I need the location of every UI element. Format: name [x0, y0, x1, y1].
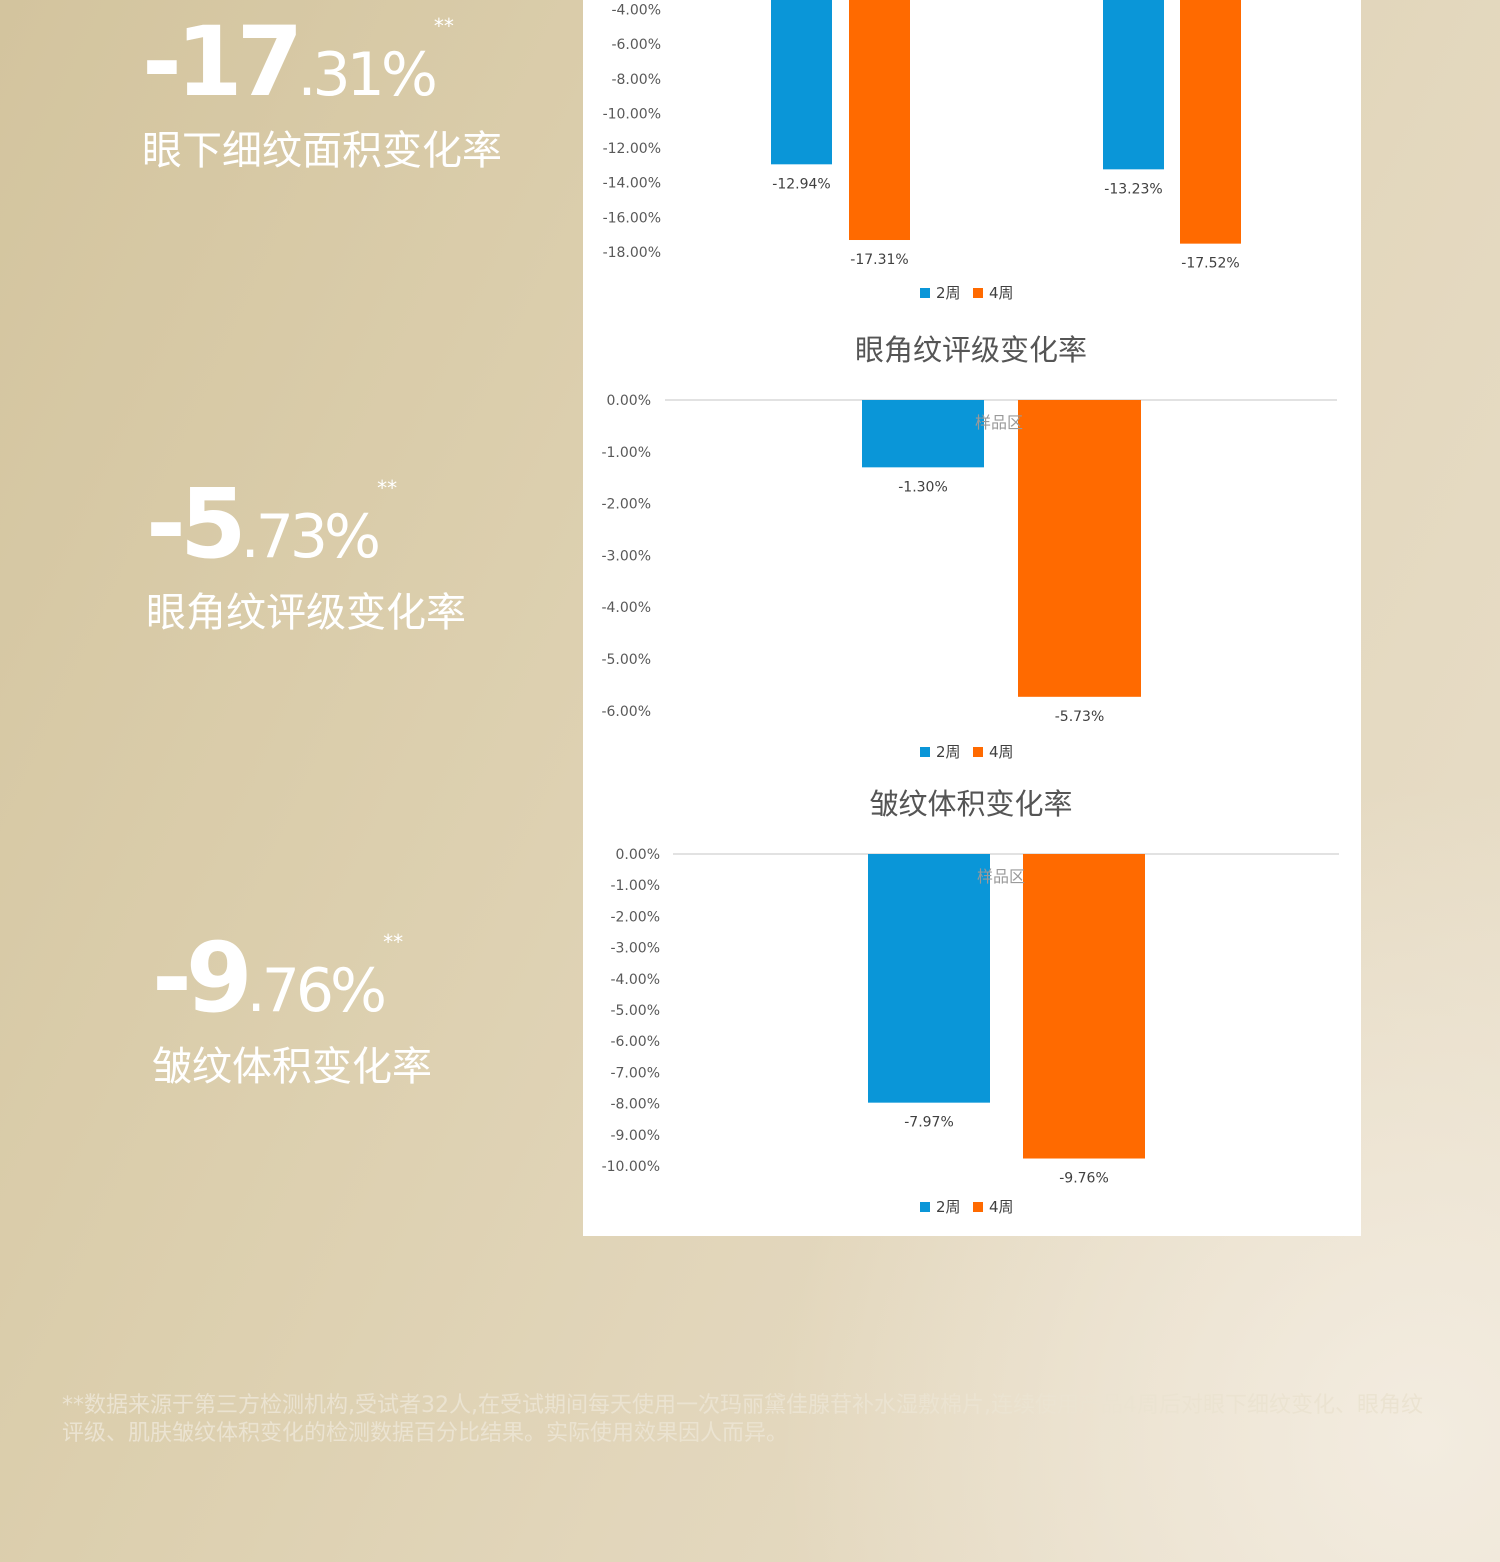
y-tick-label: -4.00%: [601, 600, 651, 616]
y-tick-label: 0.00%: [607, 393, 651, 409]
bar-week2: [862, 400, 984, 468]
y-tick-label: -2.00%: [601, 497, 651, 513]
stat-value: -5.73%**: [146, 476, 466, 572]
stat-value-decimal: .31%: [297, 40, 437, 110]
y-tick-label: -1.00%: [601, 445, 651, 461]
stat-wrinkle-volume: -9.76%** 皱纹体积变化率: [152, 930, 432, 1092]
y-tick-label: -5.00%: [610, 1003, 660, 1019]
y-tick-label: -1.00%: [610, 878, 660, 894]
legend-label: 2周: [936, 1198, 961, 1216]
y-tick-label: -4.00%: [610, 972, 660, 988]
data-label: -7.97%: [904, 1115, 954, 1131]
y-tick-label: -10.00%: [602, 1159, 660, 1175]
legend-label: 2周: [936, 284, 961, 302]
bar-week2: [771, 0, 832, 165]
plot-area-label: 样品区: [975, 413, 1023, 432]
stat-footnote-mark: **: [433, 14, 454, 38]
bar-week2: [868, 854, 990, 1103]
data-label: -9.76%: [1059, 1171, 1109, 1187]
chart-title: 皱纹体积变化率: [869, 787, 1072, 821]
data-label: -12.94%: [772, 176, 830, 192]
stat-crows-feet: -5.73%** 眼角纹评级变化率: [146, 476, 466, 638]
y-tick-label: -6.00%: [610, 1034, 660, 1050]
y-tick-label: -2.00%: [610, 909, 660, 925]
bar-week4: [849, 0, 910, 241]
stat-value-integer: -9: [152, 922, 253, 1034]
data-label: -1.30%: [898, 479, 948, 495]
charts-svg: -4.00% -6.00% -8.00% -10.00% -12.00% -14.00% -…: [601, 0, 1339, 1216]
stat-label: 眼角纹评级变化率: [146, 590, 466, 636]
legend-label: 4周: [989, 743, 1014, 761]
data-label: -13.23%: [1104, 181, 1162, 197]
plot-area-label: 样品区: [977, 867, 1025, 886]
y-tick-label: -8.00%: [611, 72, 661, 88]
bar-week4: [1023, 854, 1145, 1159]
y-tick-label: 0.00%: [616, 847, 660, 863]
stat-value-decimal: .76%: [246, 956, 387, 1026]
y-tick-label: -4.00%: [611, 2, 661, 18]
stat-under-eye-lines: -17.31%** 眼下细纹面积变化率: [142, 14, 502, 176]
charts-panel: -4.00% -6.00% -8.00% -10.00% -12.00% -14.00% -…: [583, 0, 1361, 1236]
data-label: -5.73%: [1055, 709, 1105, 725]
y-tick-label: -14.00%: [603, 176, 661, 192]
data-label: -17.52%: [1181, 256, 1239, 272]
stat-label: 眼下细纹面积变化率: [142, 128, 502, 174]
stat-footnote-mark: **: [377, 476, 398, 500]
stat-footnote-mark: **: [383, 930, 404, 954]
legend-swatch-week2: [920, 747, 930, 757]
y-tick-label: -3.00%: [601, 548, 651, 564]
footnote: **数据来源于第三方检测机构,受试者32人,在受试期间每天使用一次玛丽黛佳腺苷补…: [62, 1393, 1423, 1446]
y-tick-label: -8.00%: [610, 1097, 660, 1113]
stat-value-decimal: .73%: [240, 502, 381, 572]
y-tick-label: -10.00%: [603, 106, 661, 122]
stat-value-integer: -5: [146, 468, 247, 580]
legend-label: 4周: [989, 1198, 1014, 1216]
legend-label: 4周: [989, 284, 1014, 302]
stat-value: -17.31%**: [142, 14, 502, 110]
stat-value-integer: -17: [142, 6, 303, 118]
y-tick-label: -9.00%: [610, 1128, 660, 1144]
data-label: -17.31%: [850, 252, 908, 268]
y-tick-label: -16.00%: [603, 210, 661, 226]
y-tick-label: -6.00%: [611, 37, 661, 53]
stat-label: 皱纹体积变化率: [152, 1044, 432, 1090]
y-tick-label: -7.00%: [610, 1065, 660, 1081]
y-tick-label: -3.00%: [610, 941, 660, 957]
legend-swatch-week4: [973, 288, 983, 298]
chart-title: 眼角纹评级变化率: [855, 333, 1087, 367]
y-tick-label: -18.00%: [603, 245, 661, 261]
legend-swatch-week2: [920, 288, 930, 298]
legend-swatch-week4: [973, 1202, 983, 1212]
y-tick-label: -5.00%: [601, 652, 651, 668]
y-tick-label: -6.00%: [601, 704, 651, 720]
y-tick-label: -12.00%: [603, 141, 661, 157]
bar-week4: [1180, 0, 1241, 244]
stat-value: -9.76%**: [152, 930, 432, 1026]
bar-week4: [1018, 400, 1141, 697]
legend-swatch-week2: [920, 1202, 930, 1212]
bar-week2: [1103, 0, 1164, 170]
legend-swatch-week4: [973, 747, 983, 757]
legend-label: 2周: [936, 743, 961, 761]
